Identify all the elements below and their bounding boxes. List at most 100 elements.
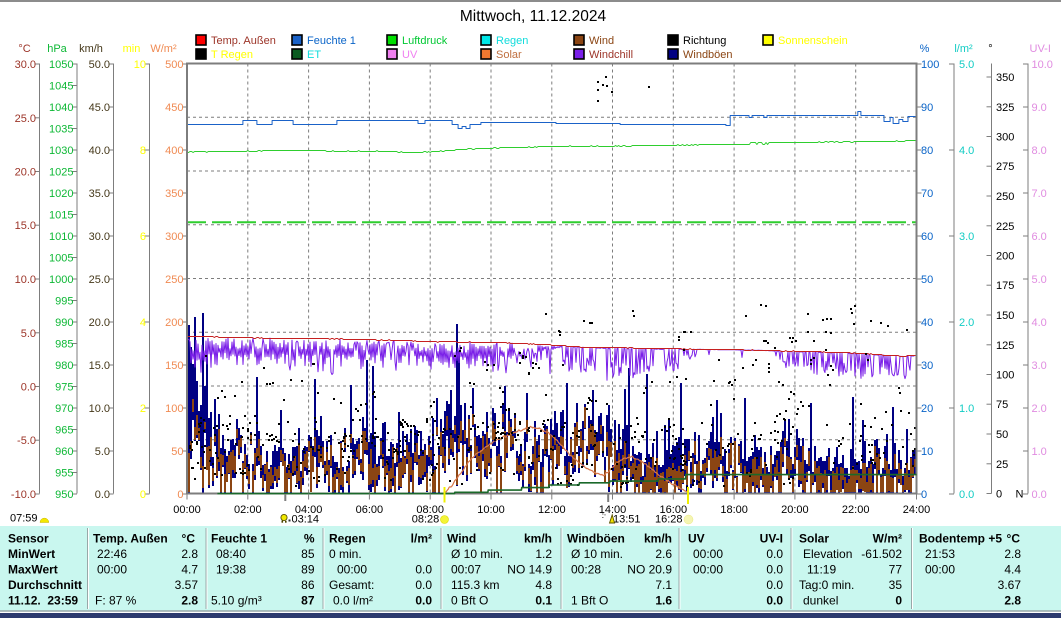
- svg-text:125: 125: [996, 340, 1014, 352]
- svg-text:77: 77: [889, 563, 903, 577]
- svg-text:%: %: [920, 43, 930, 55]
- svg-text:Elevation: Elevation: [803, 547, 852, 561]
- svg-text:970: 970: [55, 403, 73, 415]
- svg-text:Wind: Wind: [589, 35, 614, 47]
- svg-text:22:46: 22:46: [97, 547, 127, 561]
- svg-text:00:00: 00:00: [337, 563, 367, 577]
- svg-text:400: 400: [165, 145, 183, 157]
- svg-text:12:00: 12:00: [538, 504, 566, 516]
- svg-text:8.0: 8.0: [1032, 145, 1047, 157]
- svg-text:Solar: Solar: [799, 532, 829, 546]
- svg-text:10:00: 10:00: [477, 504, 505, 516]
- svg-text:0.0: 0.0: [95, 489, 110, 501]
- svg-text:19:38: 19:38: [216, 563, 246, 577]
- svg-text:2.8: 2.8: [181, 594, 198, 608]
- svg-text:115.3 km: 115.3 km: [451, 578, 499, 592]
- svg-text:08:40: 08:40: [216, 547, 246, 561]
- svg-text:0: 0: [177, 489, 183, 501]
- svg-text:MinWert: MinWert: [8, 547, 55, 561]
- svg-text:40.0: 40.0: [89, 145, 110, 157]
- svg-text:70: 70: [921, 188, 933, 200]
- svg-text:225: 225: [996, 221, 1014, 233]
- svg-text:990: 990: [55, 317, 73, 329]
- svg-text:30.0: 30.0: [15, 59, 36, 71]
- svg-text:980: 980: [55, 360, 73, 372]
- svg-text:F: 87 %: F: 87 %: [95, 594, 137, 608]
- svg-text:950: 950: [55, 489, 73, 501]
- svg-text:6: 6: [140, 231, 146, 243]
- svg-text:1015: 1015: [49, 210, 73, 222]
- svg-text:21:53: 21:53: [925, 547, 955, 561]
- svg-text:150: 150: [165, 360, 183, 372]
- svg-text:min: min: [123, 43, 141, 55]
- svg-text:11:19: 11:19: [807, 563, 836, 577]
- svg-text:2.6: 2.6: [655, 547, 672, 561]
- svg-text:W/m²: W/m²: [150, 43, 177, 55]
- svg-text:60: 60: [921, 231, 933, 243]
- svg-text:UV: UV: [688, 532, 705, 546]
- svg-text:20.0: 20.0: [89, 317, 110, 329]
- svg-text:06:00: 06:00: [356, 504, 384, 516]
- svg-text:5.0: 5.0: [959, 59, 974, 71]
- svg-text:°C: °C: [18, 43, 30, 55]
- svg-text:0.0 l/m²: 0.0 l/m²: [333, 594, 373, 608]
- svg-text:0.0: 0.0: [766, 563, 783, 577]
- svg-text:995: 995: [55, 296, 73, 308]
- svg-text:Solar: Solar: [496, 49, 522, 61]
- svg-text:Regen: Regen: [496, 35, 528, 47]
- svg-text:Durchschnitt: Durchschnitt: [8, 578, 82, 592]
- svg-text:350: 350: [996, 72, 1014, 84]
- svg-text:960: 960: [55, 446, 73, 458]
- svg-text:100: 100: [996, 370, 1014, 382]
- svg-text:02:00: 02:00: [234, 504, 262, 516]
- svg-text:Windböen: Windböen: [683, 49, 733, 61]
- svg-text:4.0: 4.0: [1032, 317, 1047, 329]
- svg-text:03:14: 03:14: [292, 514, 320, 526]
- svg-text:4.4: 4.4: [1004, 563, 1021, 577]
- svg-text:5.0: 5.0: [95, 446, 110, 458]
- svg-text:2: 2: [140, 403, 146, 415]
- svg-text:0: 0: [996, 489, 1002, 501]
- svg-text:985: 985: [55, 339, 73, 351]
- svg-text:40: 40: [921, 317, 933, 329]
- svg-text:3.0: 3.0: [959, 231, 974, 243]
- svg-text:08:28: 08:28: [412, 514, 440, 526]
- svg-text:Ø 10 min.: Ø 10 min.: [451, 547, 503, 561]
- svg-text:975: 975: [55, 382, 73, 394]
- svg-text:7.0: 7.0: [1032, 188, 1047, 200]
- svg-text:75: 75: [996, 399, 1008, 411]
- svg-text:ET: ET: [307, 49, 321, 61]
- svg-text:00:00: 00:00: [693, 547, 723, 561]
- svg-text:4.0: 4.0: [959, 145, 974, 157]
- svg-text:1025: 1025: [49, 167, 73, 179]
- svg-text:89: 89: [301, 563, 315, 577]
- svg-text:1035: 1035: [49, 124, 73, 136]
- svg-text:13:51: 13:51: [613, 514, 641, 526]
- svg-text:1.2: 1.2: [535, 547, 552, 561]
- svg-text:km/h: km/h: [644, 532, 672, 546]
- svg-text:0.0: 0.0: [415, 594, 432, 608]
- svg-text:175: 175: [996, 280, 1014, 292]
- svg-text:Regen: Regen: [329, 532, 366, 546]
- svg-text:250: 250: [996, 191, 1014, 203]
- svg-text:1010: 1010: [49, 231, 73, 243]
- svg-text:0: 0: [895, 594, 902, 608]
- svg-text:9.0: 9.0: [1032, 102, 1047, 114]
- svg-text:1.0: 1.0: [959, 403, 974, 415]
- svg-text:00:00: 00:00: [925, 563, 955, 577]
- svg-text:500: 500: [165, 59, 183, 71]
- svg-text:1045: 1045: [49, 81, 73, 93]
- svg-text:30.0: 30.0: [89, 231, 110, 243]
- svg-text:4.8: 4.8: [535, 578, 552, 592]
- svg-text:Tag:0 min.: Tag:0 min.: [799, 578, 854, 592]
- svg-text:0.0: 0.0: [766, 547, 783, 561]
- svg-text:%: %: [304, 532, 315, 546]
- svg-text:45.0: 45.0: [89, 102, 110, 114]
- svg-text:UV: UV: [402, 49, 418, 61]
- svg-text:NO 20.9: NO 20.9: [627, 563, 672, 577]
- svg-text:04:00: 04:00: [295, 504, 323, 516]
- svg-text:30: 30: [921, 360, 933, 372]
- svg-text:5.0: 5.0: [1032, 274, 1047, 286]
- svg-text:150: 150: [996, 310, 1014, 322]
- svg-text:dunkel: dunkel: [803, 594, 838, 608]
